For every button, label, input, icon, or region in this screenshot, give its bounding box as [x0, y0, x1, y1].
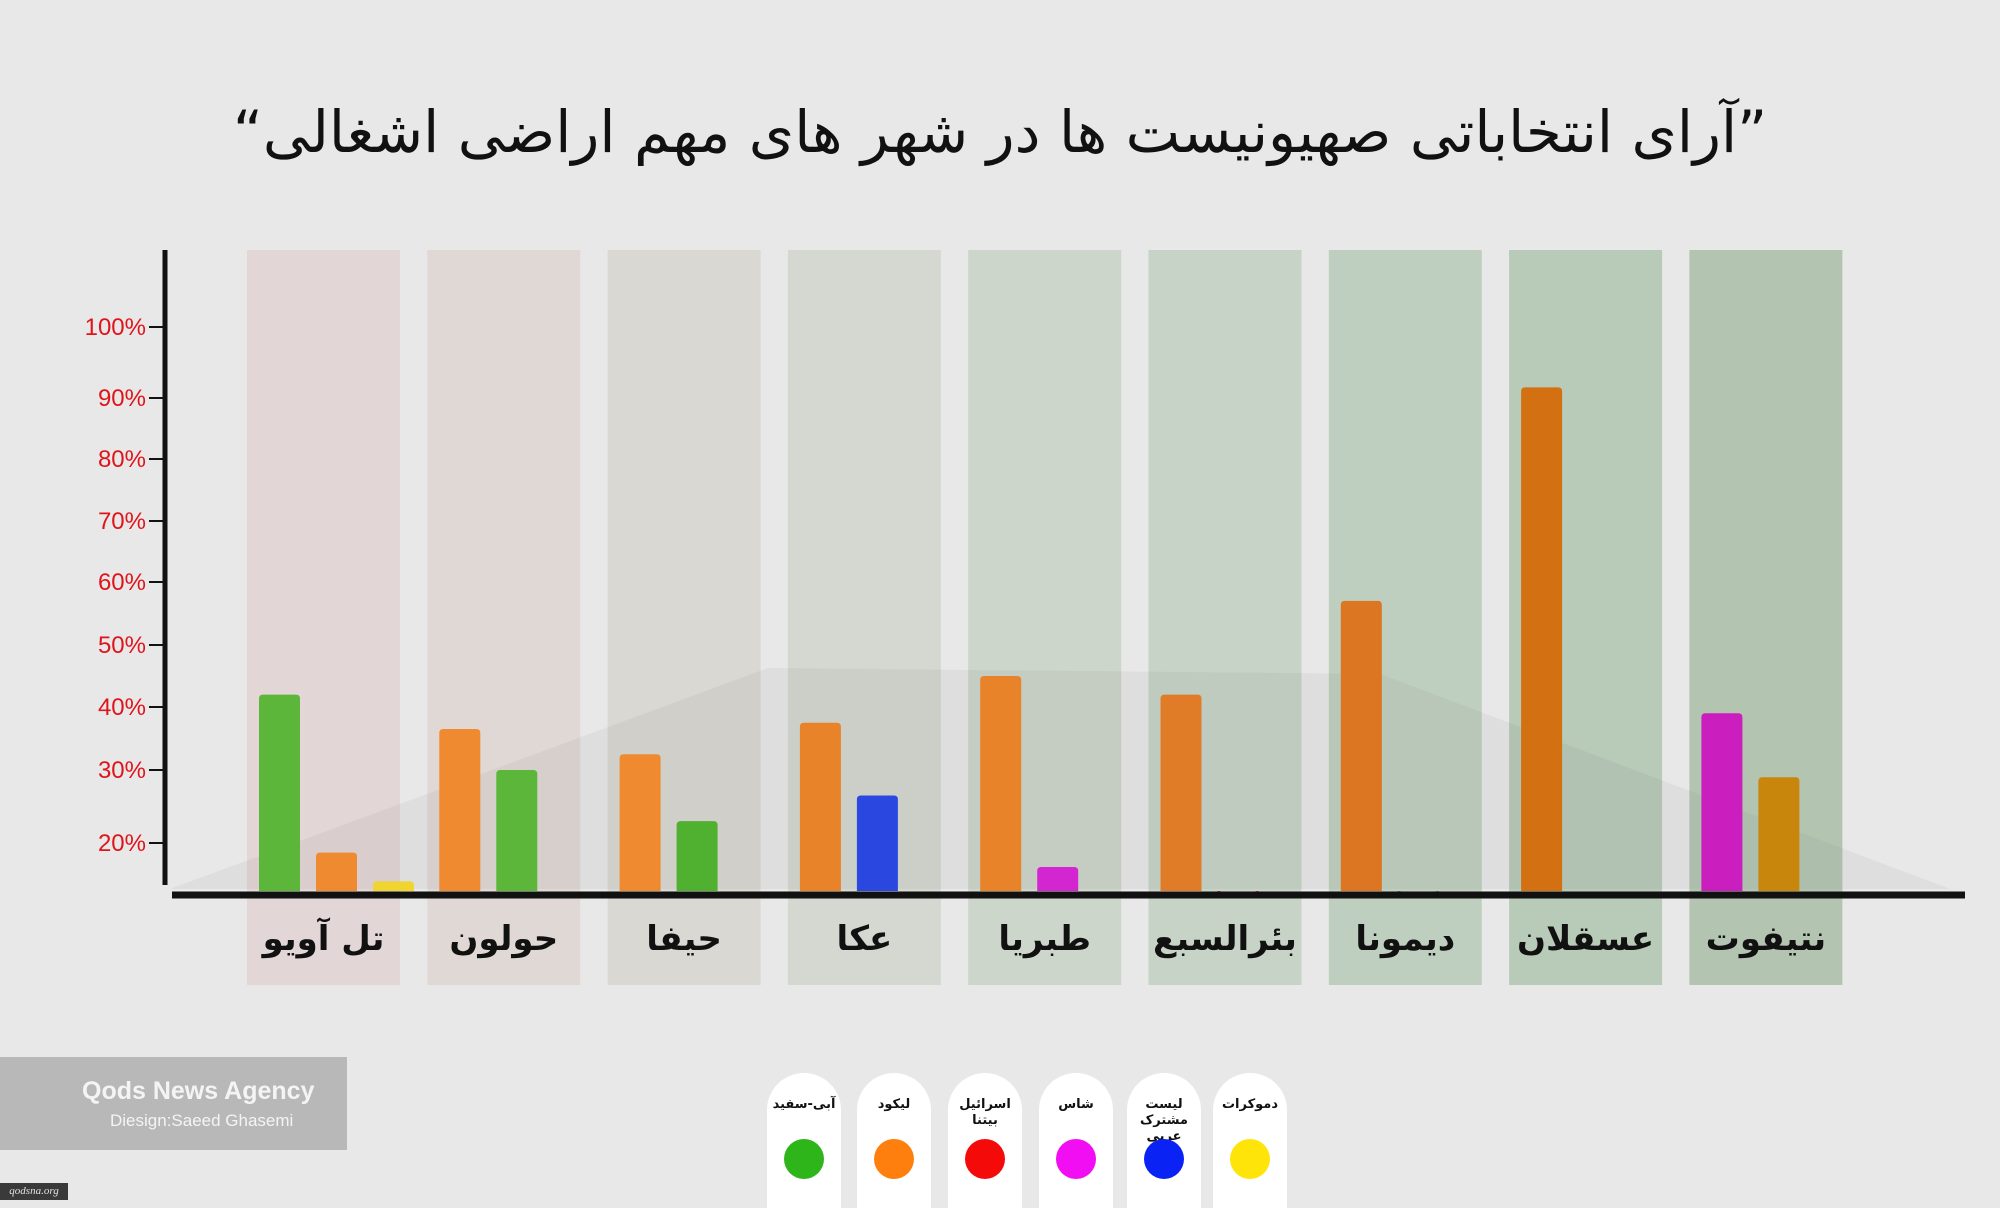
- bar: [259, 694, 300, 891]
- legend-color-swatch: [965, 1139, 1005, 1179]
- bar: [619, 754, 661, 891]
- page-title: ”آرای انتخاباتی صهیونیست ها در شهر های م…: [232, 98, 1768, 166]
- legend-color-swatch: [1144, 1139, 1184, 1179]
- bar: [373, 881, 414, 891]
- city-label: عسقلان: [1517, 919, 1654, 959]
- city-label: نتیفوت: [1706, 919, 1826, 959]
- bar: [1521, 387, 1563, 891]
- legend-item: دموکرات: [1213, 1073, 1287, 1208]
- bar: [496, 770, 538, 891]
- bar: [439, 729, 481, 891]
- city-label: عکا: [837, 919, 893, 959]
- y-tick-label: 90%: [98, 385, 146, 412]
- legend-color-swatch: [784, 1139, 824, 1179]
- city-label: تل آویو: [261, 917, 385, 959]
- y-ticks: 20% 30% 40% 50% 60% 70% 80% 90% 100%: [85, 314, 163, 857]
- city-label: دیمونا: [1355, 919, 1455, 959]
- legend-color-swatch: [1230, 1139, 1270, 1179]
- legend-item: آبی-سفید: [767, 1073, 841, 1208]
- y-tick-label: 50%: [98, 632, 146, 659]
- bar: [676, 821, 718, 891]
- designer-credit: Diesign:Saeed Ghasemi: [110, 1111, 294, 1130]
- bar: [1758, 777, 1800, 891]
- legend-label: لیست مشترک عربی: [1140, 1097, 1188, 1144]
- site-watermark: qodsna.org: [0, 1183, 68, 1200]
- city-labels: تل آویو حولون حیفا عکا طبریا بئرالسبع دیمونا عس…: [261, 917, 1827, 959]
- y-tick-label: 20%: [98, 830, 146, 857]
- brand-box: Qods News Agency Diesign:Saeed Ghasemi: [0, 1057, 347, 1150]
- bar: [1037, 867, 1079, 891]
- city-label: حیفا: [646, 919, 722, 959]
- y-tick-label: 30%: [98, 757, 146, 784]
- bars: [259, 387, 1800, 895]
- bar: [980, 676, 1022, 891]
- legend-item: اسرائیل بیتنا: [948, 1073, 1022, 1208]
- background-trapezoid: [170, 668, 1950, 889]
- legend-item: لیست مشترک عربی: [1127, 1073, 1201, 1208]
- legend-label: لیکود: [877, 1097, 911, 1112]
- legend-color-swatch: [874, 1139, 914, 1179]
- bar: [856, 795, 898, 891]
- bar: [1340, 600, 1382, 891]
- legend-label: شاس: [1058, 1097, 1094, 1112]
- city-label: طبریا: [998, 919, 1091, 959]
- bar: [1160, 694, 1202, 891]
- bar: [1701, 713, 1743, 891]
- y-tick-label: 80%: [98, 446, 146, 473]
- legend-item: شاس: [1039, 1073, 1113, 1208]
- legend-color-swatch: [1056, 1139, 1096, 1179]
- brand-name: Qods News Agency: [82, 1077, 315, 1105]
- bar: [799, 722, 841, 891]
- legend-item: لیکود: [857, 1073, 931, 1208]
- y-tick-label: 60%: [98, 569, 146, 596]
- city-label: حولون: [449, 919, 558, 959]
- legend-label: آبی-سفید: [772, 1097, 836, 1112]
- y-tick-label: 70%: [98, 508, 146, 535]
- y-tick-label: 40%: [98, 694, 146, 721]
- bar: [316, 852, 357, 891]
- city-label: بئرالسبع: [1153, 919, 1297, 959]
- legend-label: اسرائیل بیتنا: [959, 1097, 1011, 1128]
- y-tick-label: 100%: [85, 314, 146, 341]
- legend-label: دموکرات: [1221, 1097, 1279, 1112]
